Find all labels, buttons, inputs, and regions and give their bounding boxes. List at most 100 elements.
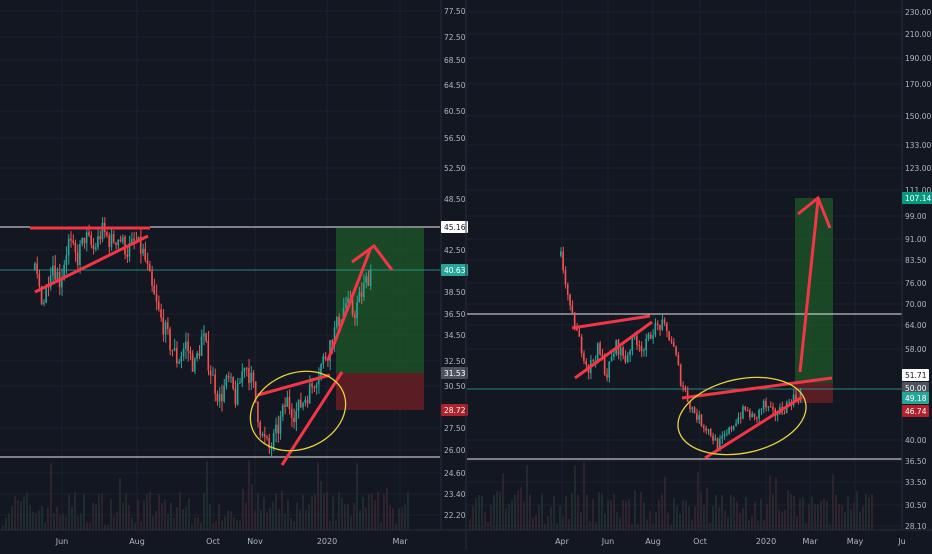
price-tick-label: 170.00 [905, 80, 931, 89]
candle-body [198, 353, 201, 356]
right-top-trendline[interactable] [571, 314, 651, 330]
volume-bar [371, 493, 373, 530]
volume-bar [574, 465, 576, 530]
right-volume-bars [469, 461, 873, 530]
candle-body [656, 323, 659, 326]
candle-body [184, 341, 187, 349]
volume-bar [613, 494, 615, 530]
right-upper-channel-line[interactable] [681, 376, 833, 400]
volume-bar [748, 520, 750, 530]
left-breakout-trendline[interactable] [280, 371, 344, 466]
candle-body [351, 300, 354, 315]
time-tick-label: 2020 [317, 537, 337, 546]
candle-body [207, 340, 210, 371]
candle-body [148, 264, 151, 272]
volume-bar [179, 491, 181, 530]
candle-body [205, 333, 207, 341]
left-highlight-ellipse[interactable] [238, 357, 357, 464]
candle-body [356, 302, 358, 319]
candle-body [236, 383, 239, 405]
left-price-axis[interactable]: 77.50 72.50 68.50 64.50 60.50 56.50 52.50 48.50… [444, 7, 466, 520]
candle-body [788, 401, 790, 403]
volume-bar [389, 505, 391, 530]
volume-bar [182, 509, 184, 530]
right-chart-panel[interactable]: 230.00 210.00 190.00 170.00 150.00 133.00 123.… [465, 0, 932, 550]
volume-bar [32, 511, 34, 530]
volume-bar [167, 514, 169, 530]
volume-bar [592, 498, 594, 530]
price-tick-label: 58.00 [905, 345, 927, 354]
left-upper-channel-line[interactable] [257, 373, 331, 397]
candle-body [569, 294, 571, 306]
volume-bar [763, 519, 765, 530]
candle-body [252, 372, 255, 382]
right-price-axis[interactable]: 230.00 210.00 190.00 170.00 150.00 133.00 123.… [905, 8, 931, 531]
volume-bar [368, 494, 370, 530]
candle-body [275, 424, 277, 434]
volume-bar [29, 504, 31, 530]
left-stop-zone[interactable] [336, 373, 424, 410]
volume-bar [682, 500, 684, 530]
right-time-axis[interactable]: Apr Jun Aug Oct 2020 Mar May Ju [555, 537, 906, 546]
volume-bar [392, 508, 394, 530]
volume-bar [20, 501, 22, 530]
time-tick-label: Apr [555, 537, 570, 546]
right-rising-trendline[interactable] [574, 320, 653, 380]
volume-bar [811, 496, 813, 530]
candle-body [124, 236, 126, 255]
time-tick-label: Mar [392, 537, 408, 546]
left-price-labels: 45.16 40.63 31.53 28.72 [441, 221, 468, 416]
candle-body [716, 438, 719, 451]
volume-bar [787, 490, 789, 530]
volume-bar [505, 508, 507, 530]
volume-bar [47, 507, 49, 530]
volume-bar [604, 513, 606, 530]
volume-bar [835, 494, 837, 530]
volume-bar [131, 517, 133, 530]
left-projection-line[interactable] [326, 249, 372, 361]
right-lower-trendline[interactable] [704, 395, 803, 460]
candle-body [594, 360, 597, 362]
volume-bar [667, 512, 669, 530]
candle-body [106, 232, 108, 236]
volume-bar [502, 473, 504, 530]
price-label-stop [902, 405, 929, 417]
volume-bar [622, 500, 624, 530]
candle-body [329, 340, 331, 361]
price-tick-label: 150.00 [905, 112, 931, 121]
candle-body [117, 239, 119, 246]
volume-bar [676, 506, 678, 530]
candle-body [322, 356, 325, 365]
candle-body [342, 307, 345, 320]
volume-bar [329, 520, 331, 530]
right-highlight-ellipse[interactable] [671, 366, 814, 465]
left-time-axis[interactable]: Jun Aug Oct Nov 2020 Mar [55, 537, 409, 546]
volume-bar [565, 495, 567, 530]
volume-bar [119, 477, 121, 530]
volume-bar [308, 504, 310, 530]
left-rising-trendline[interactable] [34, 234, 149, 294]
volume-bar [850, 509, 852, 530]
volume-bar [278, 509, 280, 530]
candle-body [227, 375, 230, 378]
price-label-stop [441, 404, 468, 416]
volume-bar [859, 511, 861, 530]
volume-bar [607, 499, 609, 530]
volume-bar [317, 462, 319, 530]
candle-body [776, 414, 779, 416]
price-label-text: 28.72 [444, 406, 466, 415]
right-projection-line[interactable] [798, 199, 820, 373]
left-chart-panel[interactable]: 77.50 72.50 68.50 64.50 60.50 56.50 52.50 48.50… [0, 0, 468, 546]
volume-bar [53, 512, 55, 530]
candle-body [293, 417, 295, 423]
volume-bar [83, 494, 85, 530]
volume-bar [628, 499, 630, 530]
candle-body [297, 399, 300, 412]
volume-bar [293, 521, 295, 530]
volume-bar [550, 506, 552, 530]
candle-body [610, 356, 613, 362]
candle-body [79, 244, 81, 266]
candle-body [320, 364, 322, 377]
